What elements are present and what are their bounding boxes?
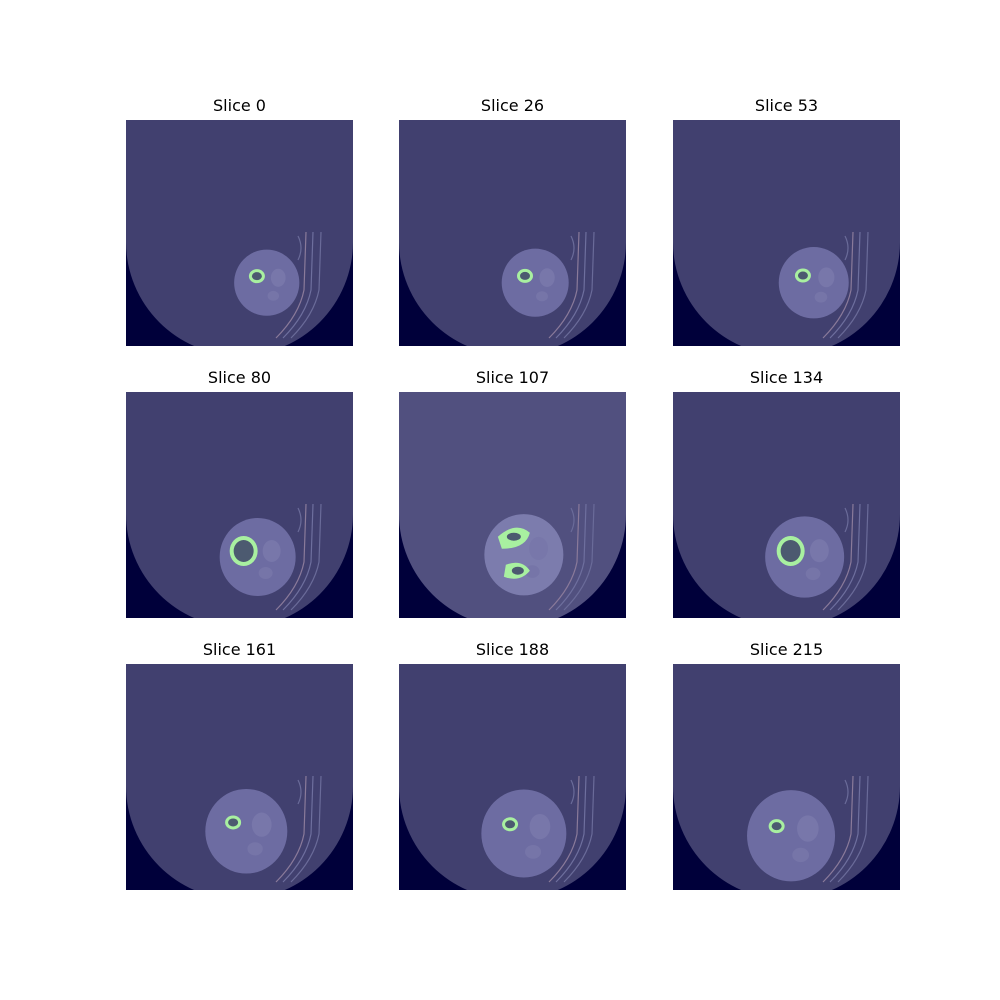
muscle-region: [814, 291, 828, 303]
scanner-table-lines: [822, 503, 869, 611]
scanner-table-lines: [275, 231, 322, 339]
bone-segmentation: [225, 815, 242, 830]
scanner-table-lines: [822, 231, 869, 339]
scan-field-of-view: [126, 120, 353, 346]
limb-cross-section: [501, 248, 569, 317]
ct-slice-image: [399, 392, 626, 618]
scan-field-of-view: [126, 392, 353, 618]
ct-slice-image: [126, 664, 353, 890]
muscle-region: [247, 842, 263, 856]
muscle-region: [529, 813, 551, 840]
limb-cross-section: [234, 249, 300, 316]
slice-title: Slice 215: [749, 640, 824, 659]
scan-field-of-view: [399, 392, 626, 618]
scanner-table-lines: [548, 503, 595, 611]
muscle-region: [536, 291, 548, 302]
limb-cross-section: [481, 789, 567, 878]
slice-title: Slice 188: [475, 640, 550, 659]
ct-slice-image: [399, 664, 626, 890]
muscle-region: [258, 566, 273, 579]
ct-slice-image: [126, 392, 353, 618]
muscle-region: [539, 268, 555, 287]
scanner-table-lines: [822, 775, 869, 883]
muscle-region: [251, 812, 272, 837]
muscle-region: [792, 847, 810, 863]
muscle-region: [818, 267, 835, 288]
slice-title: Slice 107: [475, 368, 550, 387]
muscle-region: [805, 567, 821, 581]
scan-field-of-view: [126, 664, 353, 890]
muscle-region: [809, 539, 829, 563]
scanner-table-lines: [275, 503, 322, 611]
limb-cross-section: [765, 516, 845, 598]
bone-segmentation: [248, 269, 265, 284]
bone-segmentation: [502, 817, 519, 832]
slice-title: Slice 53: [754, 96, 819, 115]
slice-title: Slice 0: [213, 96, 266, 115]
ct-slice-image: [673, 392, 900, 618]
bone-segmentation: [768, 819, 785, 834]
slice-title: Slice 161: [202, 640, 277, 659]
bone-segmentation: [776, 535, 805, 566]
scanner-table-lines: [275, 775, 322, 883]
scan-field-of-view: [399, 120, 626, 346]
muscle-region: [524, 565, 540, 578]
muscle-region: [262, 539, 281, 562]
muscle-region: [270, 268, 286, 287]
bone-segmentation: [229, 535, 258, 566]
muscle-region: [529, 536, 548, 560]
ct-slice-image: [399, 120, 626, 346]
muscle-region: [797, 815, 819, 842]
bone-segmentation: [497, 527, 530, 579]
bone-segmentation: [517, 268, 533, 283]
muscle-region: [267, 290, 280, 301]
ct-slice-image: [126, 120, 353, 346]
limb-cross-section: [484, 514, 564, 596]
slice-title: Slice 26: [480, 96, 545, 115]
ct-slice-image: [673, 120, 900, 346]
scan-field-of-view: [673, 120, 900, 346]
ct-slice-image: [673, 664, 900, 890]
bone-segmentation: [794, 268, 811, 283]
scan-field-of-view: [673, 664, 900, 890]
limb-cross-section: [747, 790, 836, 882]
limb-cross-section: [778, 247, 849, 319]
slice-title: Slice 134: [749, 368, 824, 387]
limb-cross-section: [205, 788, 288, 874]
muscle-region: [525, 845, 542, 859]
scan-field-of-view: [399, 664, 626, 890]
scanner-table-lines: [548, 775, 595, 883]
slice-title: Slice 80: [207, 368, 272, 387]
scanner-table-lines: [548, 231, 595, 339]
